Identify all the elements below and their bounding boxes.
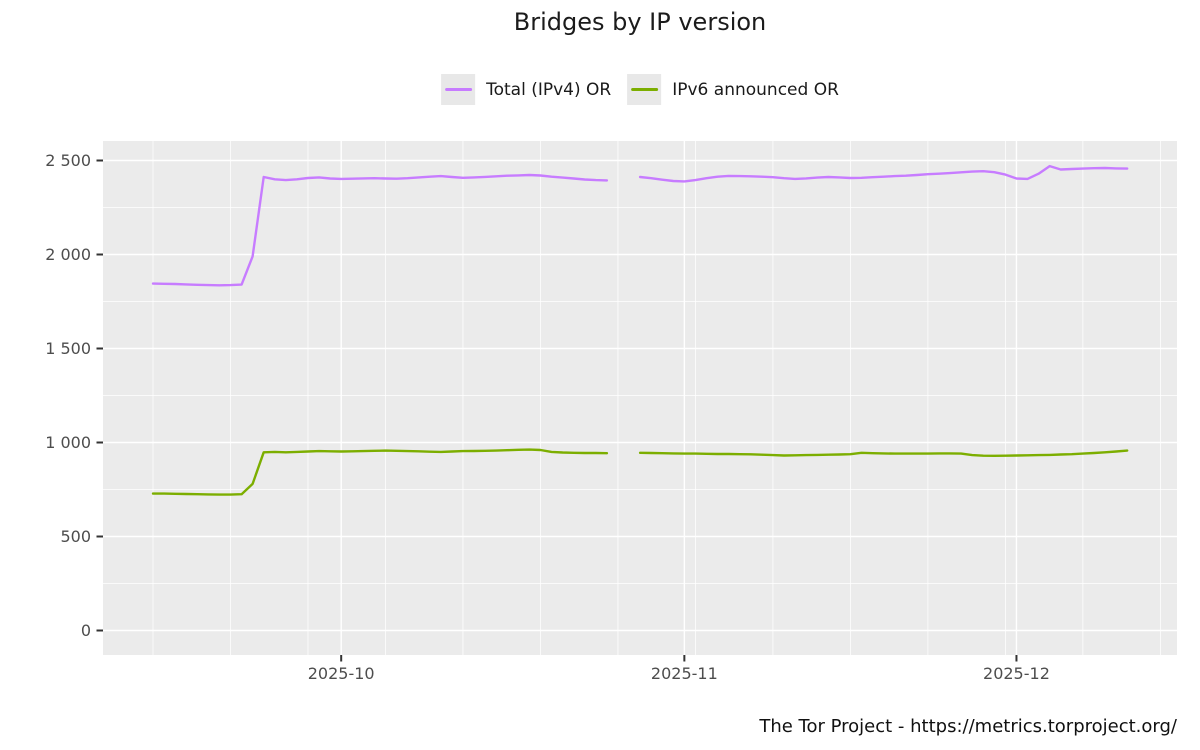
- legend-item-total-ipv4: Total (IPv4) OR: [441, 74, 611, 105]
- svg-text:500: 500: [60, 527, 91, 546]
- legend-item-ipv6-announced: IPv6 announced OR: [627, 74, 839, 105]
- svg-text:2025-12: 2025-12: [983, 664, 1050, 683]
- svg-text:0: 0: [81, 621, 91, 640]
- svg-text:2025-10: 2025-10: [308, 664, 375, 683]
- legend-item-label: IPv6 announced OR: [672, 79, 839, 100]
- legend-key: [441, 74, 476, 105]
- svg-text:2 000: 2 000: [45, 245, 91, 264]
- svg-text:1 500: 1 500: [45, 339, 91, 358]
- legend-item-label: Total (IPv4) OR: [486, 79, 612, 100]
- footer-caption: The Tor Project - https://metrics.torpro…: [759, 716, 1177, 737]
- legend: Total (IPv4) OR IPv6 announced OR: [441, 74, 839, 105]
- legend-line-swatch: [630, 88, 658, 91]
- svg-text:2025-11: 2025-11: [651, 664, 718, 683]
- legend-line-swatch: [444, 88, 472, 91]
- svg-text:2 500: 2 500: [45, 151, 91, 170]
- svg-text:1 000: 1 000: [45, 433, 91, 452]
- legend-key: [627, 74, 662, 105]
- page-title: Bridges by IP version: [513, 8, 767, 36]
